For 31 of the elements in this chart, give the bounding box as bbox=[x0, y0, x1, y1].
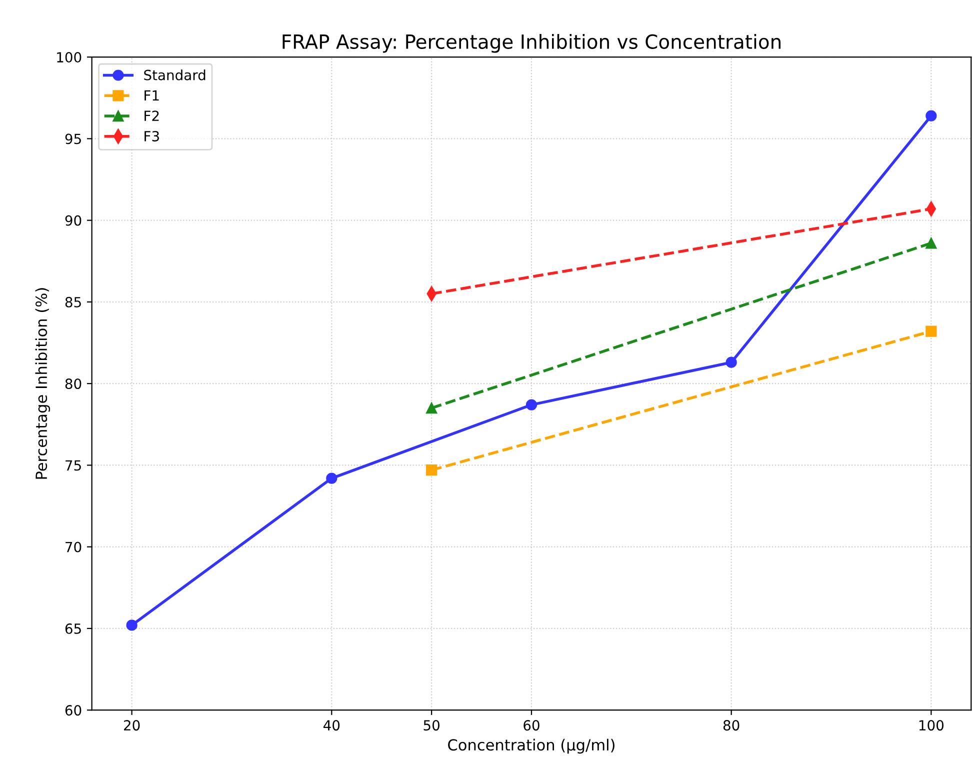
legend-label: F1 bbox=[144, 90, 159, 100]
y-tick-label: 85 bbox=[65, 296, 81, 308]
x-axis-title: Concentration (µg/ml) bbox=[448, 738, 614, 754]
point bbox=[926, 110, 937, 122]
y-tick-label: 80 bbox=[65, 378, 82, 390]
y-tick-label: 100 bbox=[57, 52, 82, 63]
y-tick-label: 75 bbox=[66, 460, 81, 471]
point bbox=[426, 402, 438, 414]
x-tick-label: 80 bbox=[723, 720, 740, 731]
x-tick-label: 50 bbox=[424, 720, 440, 731]
legend-label: F3 bbox=[144, 130, 159, 142]
y-axis-title: Percentage Inhibition (%) bbox=[35, 288, 50, 479]
y-tick-label: 65 bbox=[65, 623, 81, 634]
x-tick-label: 40 bbox=[323, 720, 340, 731]
x-tick-label: 20 bbox=[124, 720, 140, 731]
y-tick-label: 60 bbox=[65, 705, 82, 716]
y-tick-label: 95 bbox=[65, 134, 81, 144]
chart-title: FRAP Assay: Percentage Inhibition vs Concentration bbox=[282, 34, 780, 53]
point bbox=[126, 620, 138, 631]
y-tick-label: 70 bbox=[66, 542, 82, 552]
point bbox=[926, 238, 937, 249]
point bbox=[426, 464, 438, 476]
x-tick-label: 60 bbox=[524, 720, 540, 731]
point bbox=[926, 326, 937, 337]
point bbox=[526, 399, 538, 410]
legend-label: F2 bbox=[144, 110, 159, 121]
x-tick-label: 100 bbox=[919, 720, 944, 731]
y-tick-label: 90 bbox=[65, 215, 82, 226]
point bbox=[326, 472, 338, 484]
legend-label: Standard bbox=[144, 70, 206, 80]
point bbox=[726, 356, 737, 368]
